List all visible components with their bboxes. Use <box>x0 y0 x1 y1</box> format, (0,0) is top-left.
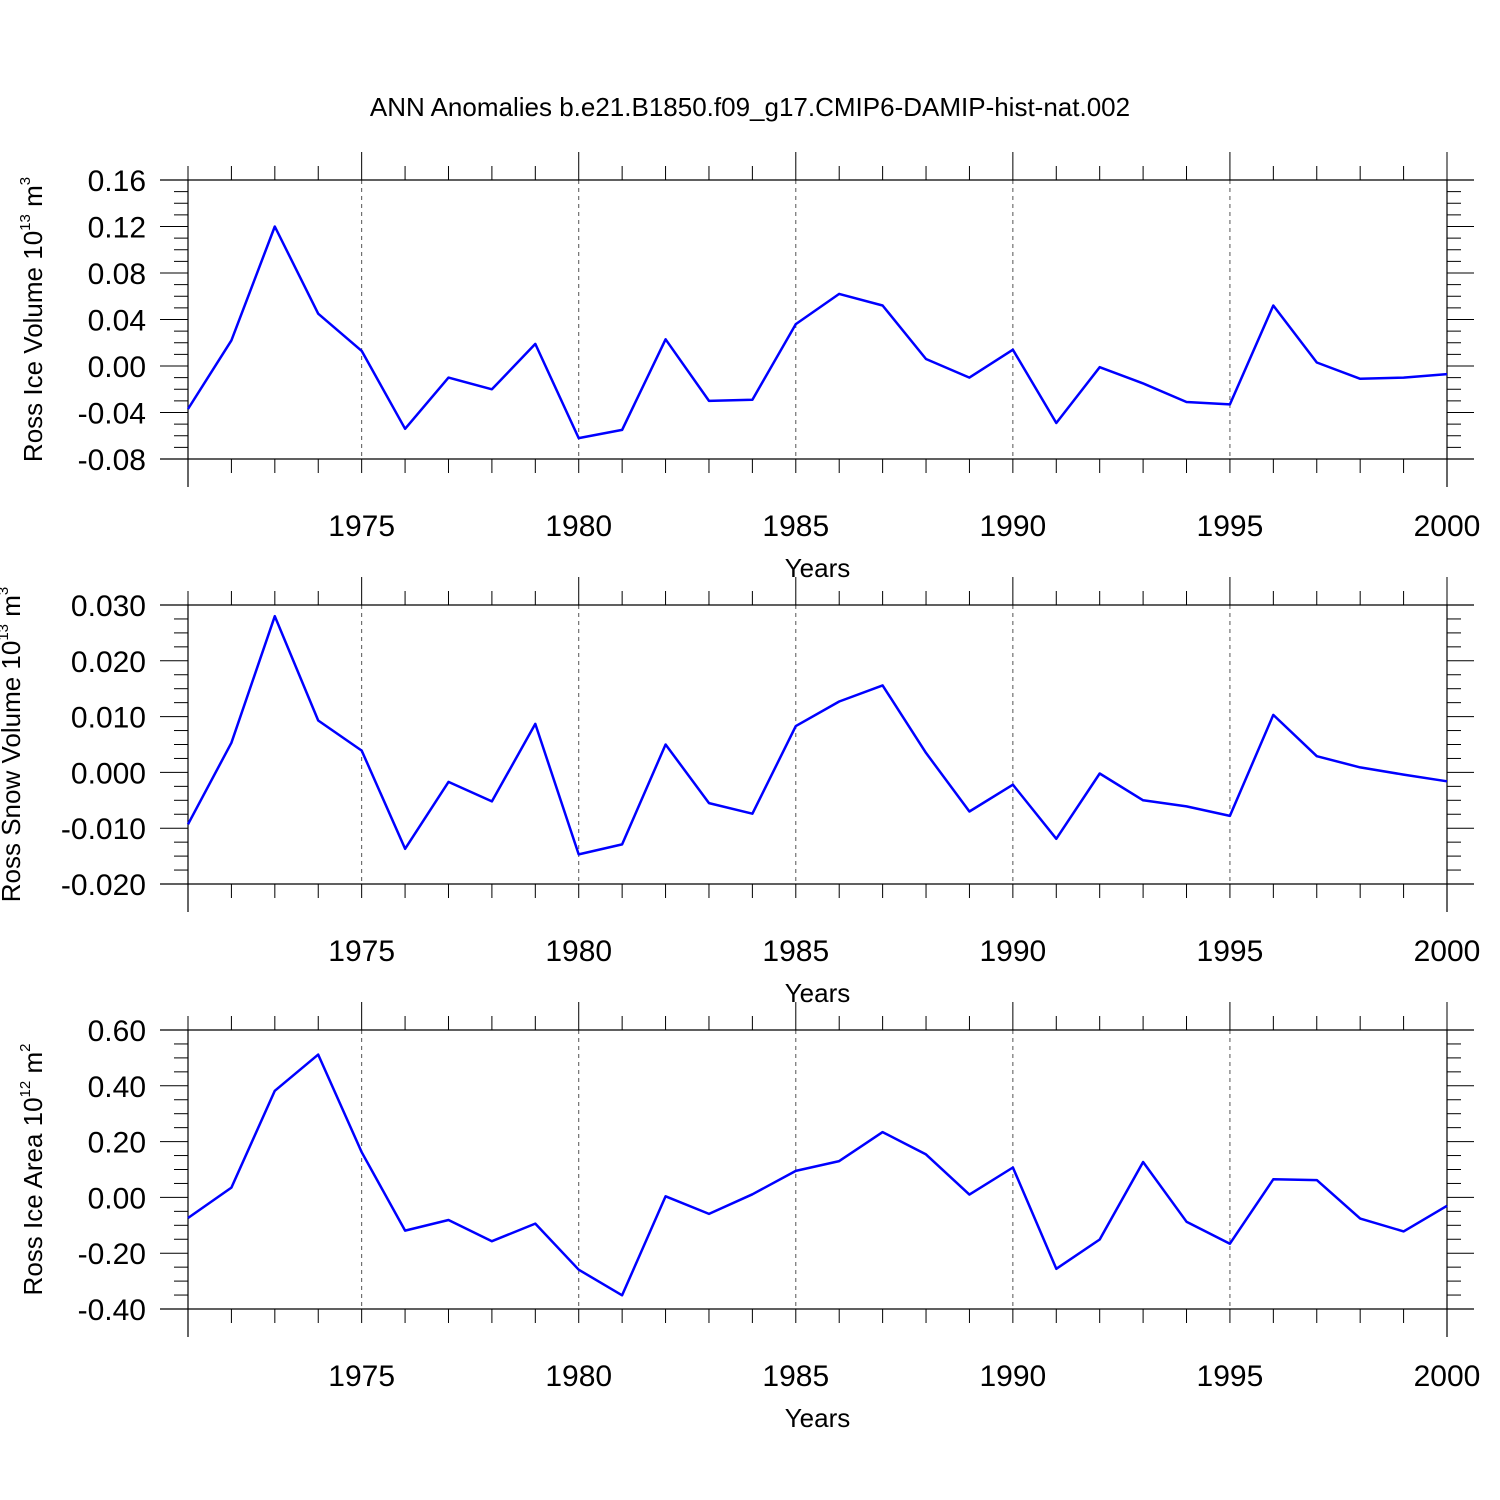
x-axis-title: Years <box>785 1403 851 1433</box>
y-tick-label: 0.010 <box>71 702 146 735</box>
y-tick-label: 0.40 <box>88 1071 146 1104</box>
y-tick-label: 0.04 <box>88 305 146 338</box>
y-axis-title: Ross Ice Area 1012 m2 <box>17 1044 48 1296</box>
x-tick-label: 1990 <box>979 1360 1046 1393</box>
x-tick-label: 1980 <box>545 1360 612 1393</box>
x-tick-label: 1975 <box>328 935 395 968</box>
x-tick-label: 1985 <box>762 1360 829 1393</box>
y-tick-label: 0.12 <box>88 212 146 245</box>
y-tick-label: -0.40 <box>78 1294 146 1327</box>
x-tick-label: 2000 <box>1414 935 1481 968</box>
y-tick-label: -0.20 <box>78 1238 146 1271</box>
x-tick-label: 1975 <box>328 1360 395 1393</box>
y-tick-label: 0.030 <box>71 590 146 623</box>
x-tick-label: 2000 <box>1414 1360 1481 1393</box>
y-tick-label: 0.16 <box>88 165 146 198</box>
y-tick-label: 0.020 <box>71 646 146 679</box>
x-tick-label: 1990 <box>979 510 1046 543</box>
x-tick-label: 1995 <box>1197 935 1264 968</box>
y-tick-label: 0.000 <box>71 757 146 790</box>
y-tick-label: -0.04 <box>78 398 146 431</box>
x-axis-title: Years <box>785 553 851 583</box>
y-tick-label: -0.08 <box>78 444 146 477</box>
series-line <box>186 225 1448 440</box>
y-axis-title: Ross Ice Volume 1013 m3 <box>17 177 48 462</box>
x-tick-label: 1980 <box>545 510 612 543</box>
y-tick-label: 0.00 <box>88 1182 146 1215</box>
x-tick-label: 2000 <box>1414 510 1481 543</box>
y-tick-label: 0.60 <box>88 1015 146 1048</box>
x-tick-label: 1985 <box>762 935 829 968</box>
y-tick-label: -0.020 <box>61 869 146 902</box>
x-tick-label: 1995 <box>1197 510 1264 543</box>
x-axis-title: Years <box>785 978 851 1008</box>
y-tick-label: 0.00 <box>88 351 146 384</box>
series-line <box>187 1053 1448 1297</box>
y-axis-title: Ross Snow Volume 1013 m3 <box>0 587 26 903</box>
panel-2: -0.020 -0.010 0.000 0.010 0.020 0.030 1975 1980… <box>0 577 1480 1008</box>
x-tick-label: 1975 <box>328 510 395 543</box>
series-line <box>186 614 1448 856</box>
y-tick-label: 0.20 <box>88 1127 146 1160</box>
panel-3: -0.40 -0.20 0.00 0.20 0.40 0.60 1975 1980 1985 19… <box>17 1002 1480 1433</box>
x-tick-label: 1980 <box>545 935 612 968</box>
y-tick-label: -0.010 <box>61 813 146 846</box>
y-tick-label: 0.08 <box>88 258 146 291</box>
x-tick-label: 1985 <box>762 510 829 543</box>
figure-title: ANN Anomalies b.e21.B1850.f09_g17.CMIP6-… <box>370 92 1130 122</box>
x-tick-label: 1990 <box>979 935 1046 968</box>
x-tick-label: 1995 <box>1197 1360 1264 1393</box>
panel-1: -0.08 -0.04 0.00 0.04 0.08 0.12 0.16 1975 1980 19… <box>17 152 1480 583</box>
